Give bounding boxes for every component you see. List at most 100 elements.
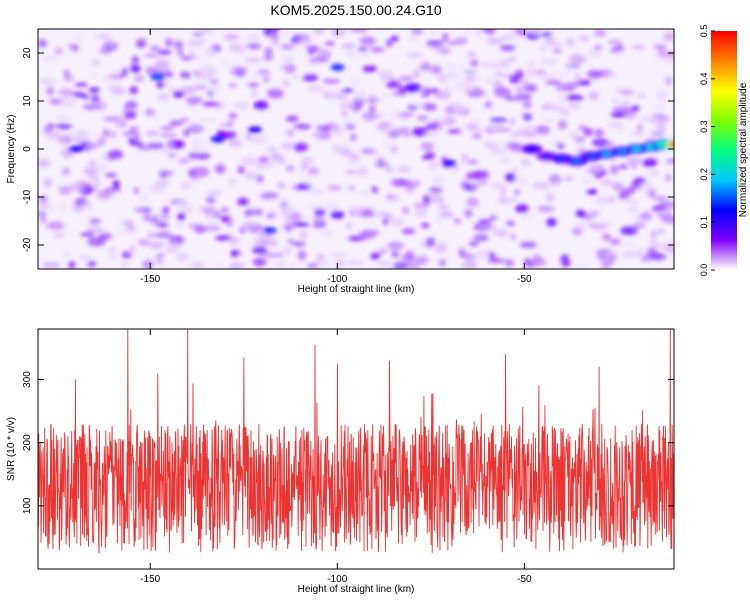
heatmap-cell [108,74,125,80]
heatmap-cell [436,123,445,132]
y-tick-label: 100 [22,497,33,514]
heatmap-cell [74,82,88,87]
heatmap-cell [270,34,280,41]
heatmap-cell [404,83,422,93]
heatmap-cell [109,39,116,44]
heatmap-cell [620,226,638,235]
heatmap-cell [59,168,71,178]
heatmap-cell [302,74,319,82]
heatmap-cell [164,248,179,253]
heatmap-cell [286,165,295,172]
heatmap-cell [229,261,246,269]
heatmap-cell [72,91,87,98]
heatmap-cell [504,259,514,267]
heatmap-cell [628,207,639,213]
heatmap-cell [521,212,535,219]
ridge-point [556,156,567,161]
heatmap-cell [231,249,238,258]
heatmap-cell [255,165,265,170]
heatmap-cell [160,126,175,131]
heatmap-cell [121,251,132,259]
heatmap-cell [59,96,77,107]
heatmap-cell [470,181,480,190]
heatmap-cell [199,206,215,212]
heatmap-cell [297,250,307,261]
heatmap-cell [573,136,586,143]
heatmap-cell [631,222,646,229]
heatmap-cell [360,50,369,59]
heatmap-cell [120,261,129,269]
heatmap-cell [486,123,501,131]
heatmap-cell [387,241,405,250]
heatmap-cell [321,229,333,238]
heatmap-cell [158,49,172,55]
heatmap-cell [256,234,274,239]
heatmap-cell [245,57,261,64]
heatmap-cell [168,87,177,92]
heatmap-cell [381,213,394,220]
heatmap-cell [345,51,357,57]
heatmap-cell [462,69,477,75]
heatmap-cell [247,82,260,88]
heatmap-cell [438,204,448,210]
heatmap-cell [497,127,513,132]
heatmap-cell [225,219,234,228]
heatmap-cell [348,185,356,191]
heatmap-cell [85,142,100,149]
heatmap-cell [266,29,280,35]
heatmap-cell [406,52,423,58]
heatmap-cell [232,43,247,54]
heatmap-cell [608,40,622,45]
heatmap-cell [444,106,456,115]
heatmap-cell [649,237,656,245]
spectrogram-x-axis-label: Height of straight line (km) [298,284,415,295]
heatmap-cell [345,221,352,231]
heatmap-cell [147,143,165,150]
heatmap-cell [370,148,378,157]
heatmap-cell [292,222,310,227]
heatmap-cell [87,174,100,182]
heatmap-cell [420,223,430,228]
heatmap-cell [427,195,445,204]
heatmap-cell [63,74,74,83]
heatmap-cell [167,152,177,159]
heatmap-cell [631,130,645,137]
heatmap-cell [569,54,586,64]
heatmap-cell [620,187,635,196]
colorbar-tick-label: 0.0 [699,264,709,277]
heatmap-cell [558,93,567,104]
heatmap-cell [524,257,532,268]
heatmap-cell [341,43,356,49]
heatmap-cell [104,173,117,178]
ridge-point [526,146,537,152]
heatmap-cell [384,167,394,172]
heatmap-cell [207,89,215,98]
heatmap-cell [540,57,557,66]
heatmap-cell [625,110,636,120]
heatmap-cell [477,223,495,230]
heatmap-cell [157,92,170,102]
heatmap-cell [89,218,102,225]
heatmap-cell [66,44,80,49]
heatmap-cell [159,66,172,71]
heatmap-cell [578,34,591,42]
heatmap-cell [82,104,100,110]
heatmap-cell [664,76,673,86]
heatmap-cell [397,75,415,82]
heatmap-cell [376,112,384,118]
heatmap-cell [330,251,348,259]
heatmap-cell [62,150,73,160]
heatmap-cell [43,125,51,135]
heatmap-cell [470,90,481,99]
heatmap-cell [655,89,669,100]
heatmap-hotspot [153,75,162,79]
heatmap-cell [298,230,308,240]
heatmap-cell [192,32,204,37]
heatmap-cell [664,29,674,37]
heatmap-cell [175,221,184,229]
heatmap-cell [390,218,404,227]
heatmap-cell [665,174,672,182]
heatmap-cell [94,135,109,145]
heatmap-cell [565,94,584,102]
heatmap-cell [190,261,205,269]
